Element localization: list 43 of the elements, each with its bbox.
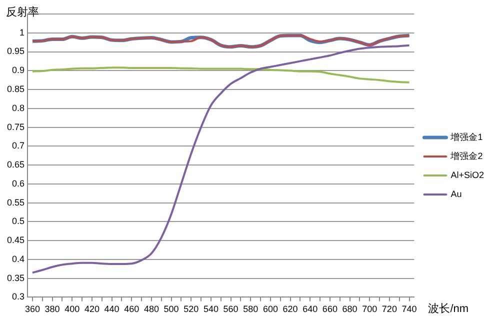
x-tick-label: 460 (124, 304, 140, 314)
y-tick-label: 0.6 (12, 178, 25, 188)
y-tick-label: 1 (20, 27, 25, 38)
x-tick-label: 600 (262, 304, 278, 314)
y-tick-label: 0.45 (6, 235, 25, 246)
y-tick-label: 0.95 (6, 46, 25, 56)
x-tick-label: 660 (322, 304, 338, 314)
x-tick-label: 520 (184, 304, 199, 314)
y-tick-label: 0.85 (6, 84, 25, 94)
x-tick-label: 580 (243, 304, 258, 314)
x-tick-label: 620 (282, 304, 298, 314)
y-tick-label: 0.35 (6, 272, 25, 283)
legend-label: Al+SiO2 (450, 170, 484, 180)
x-tick-label: 440 (104, 304, 120, 314)
x-tick-label: 400 (64, 304, 80, 314)
y-tick-label: 0.55 (6, 197, 25, 208)
y-tick-label: 0.9 (12, 65, 25, 76)
x-tick-label: 720 (382, 304, 397, 314)
y-tick-label: 0.5 (12, 216, 25, 226)
y-tick-label: 0.3 (12, 292, 25, 302)
y-tick-label: 0.7 (12, 140, 25, 151)
x-tick-label: 560 (223, 304, 238, 314)
y-tick-label: 0.8 (12, 102, 25, 113)
y-tick-label: 0.65 (6, 160, 25, 170)
x-tick-label: 500 (164, 304, 179, 314)
x-tick-label: 680 (342, 304, 358, 314)
legend-label: Au (450, 188, 462, 199)
x-tick-label: 380 (44, 304, 60, 314)
line-series (31, 66, 410, 84)
x-tick-label: 480 (144, 304, 159, 314)
x-tick-label: 740 (402, 304, 417, 314)
y-axis-title: 反射率 (6, 6, 39, 19)
legend-label: 增强金2 (450, 150, 483, 161)
x-tick-label: 420 (84, 304, 100, 314)
x-tick-label: 360 (24, 304, 40, 314)
x-tick-label: 700 (362, 304, 378, 314)
y-tick-label: 0.4 (12, 254, 25, 264)
x-tick-label: 540 (203, 304, 218, 314)
legend-label: 增强金1 (450, 132, 483, 142)
x-axis-title: 波长/nm (428, 302, 469, 316)
y-tick-label: 0.75 (6, 122, 25, 132)
x-tick-label: 640 (302, 304, 318, 314)
line-series (31, 44, 410, 274)
